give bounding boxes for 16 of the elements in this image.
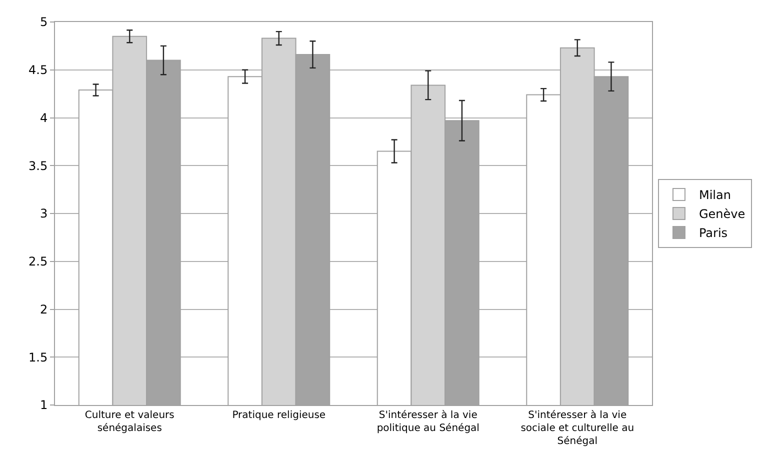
x-tick-label: S'intéresser à la vie sociale et culturelle au Sénégal <box>520 410 634 447</box>
legend-label: Genève <box>698 207 746 222</box>
y-tick-label: 2.5 <box>28 254 48 269</box>
y-tick-label: 2 <box>40 302 48 316</box>
y-tick-label: 3 <box>40 206 48 221</box>
y-tick-label: 1.5 <box>28 350 48 364</box>
y-tick-label: 5 <box>40 15 48 30</box>
legend-label: Milan <box>698 188 731 202</box>
y-tick-label: 4 <box>40 110 48 125</box>
x-tick-label: Culture et valeurs sénégalaises <box>84 410 174 434</box>
x-tick-label: Pratique religieuse <box>232 410 326 421</box>
y-tick-label: 4.5 <box>28 63 48 78</box>
y-tick-label: 3.5 <box>28 158 48 173</box>
y-tick-label: 1 <box>40 398 48 412</box>
legend-label: Paris <box>698 226 728 240</box>
x-tick-label: S'intéresser à la vie politique au Sénégal <box>376 410 480 434</box>
